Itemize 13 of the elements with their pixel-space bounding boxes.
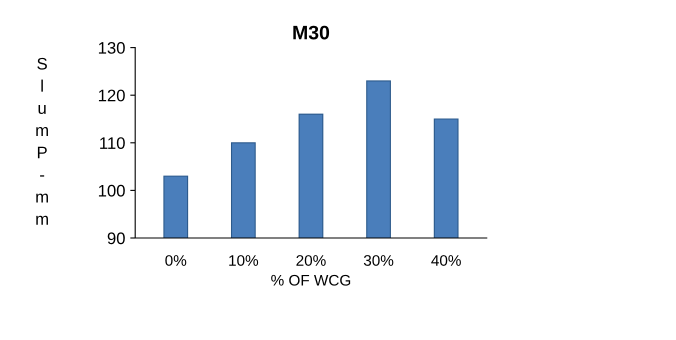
y-tick-label: 120 — [98, 90, 125, 102]
x-axis-title: % OF WCG — [271, 274, 350, 286]
y-tick-label: 100 — [98, 184, 125, 197]
x-tick-label: 30% — [364, 255, 394, 266]
y-tick-label: 130 — [98, 42, 125, 54]
x-tick-label: 20% — [296, 255, 326, 266]
y-axis-title: SlumP-mm — [36, 58, 48, 225]
x-tick-label: 0% — [165, 255, 186, 266]
x-tick-label: 40% — [431, 255, 461, 266]
y-tick-label: 110 — [100, 137, 125, 150]
y-tick-label: 90 — [108, 232, 125, 244]
chart-title: M30 — [293, 26, 330, 40]
x-tick-label: 10% — [229, 255, 258, 266]
